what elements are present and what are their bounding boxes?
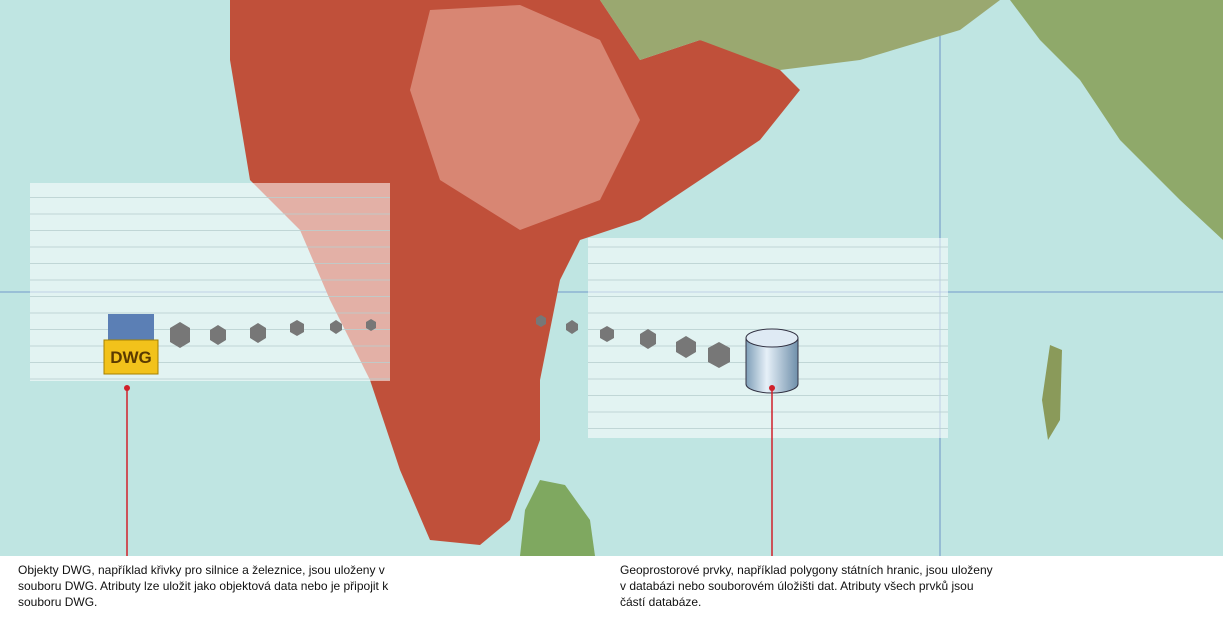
dwg-caption: Objekty DWG, například křivky pro silnic…: [18, 563, 389, 609]
database-icon: [745, 328, 799, 394]
islands: [1042, 345, 1062, 440]
india: [230, 0, 800, 545]
dwg-label: DWG: [110, 348, 152, 367]
region: [410, 5, 640, 230]
table-rows: [30, 183, 390, 381]
leader-dot: [124, 385, 130, 391]
data-flow-hexagons: [170, 315, 730, 368]
sri-lanka: [520, 480, 595, 556]
nepal-bhutan: [600, 0, 1000, 70]
myanmar: [1010, 0, 1223, 240]
database-caption: Geoprostorové prvky, například polygony …: [620, 563, 993, 609]
map: DWG: [0, 0, 1223, 556]
dwg-icon: DWG: [103, 314, 159, 375]
leader-dot: [769, 385, 775, 391]
